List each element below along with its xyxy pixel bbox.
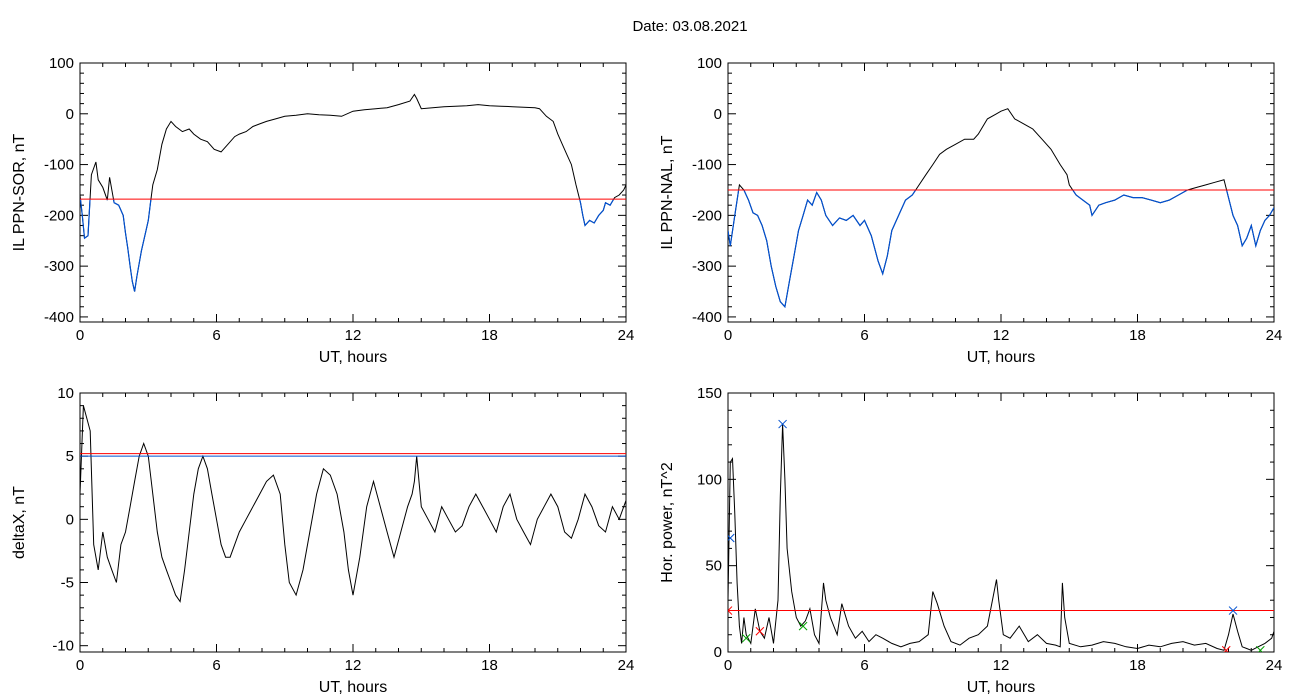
y-tick-label: 5	[66, 448, 74, 465]
x-marker	[728, 533, 735, 543]
plot-area	[728, 419, 1274, 652]
x-tick-label: 0	[76, 327, 84, 344]
x-marker	[778, 419, 787, 429]
plot-deltax: 0 6 12 18 24 10 5 0 -5 -10 UT, hours deltaX, nT	[11, 385, 634, 696]
series-line-below-threshold	[728, 189, 1274, 309]
y-axis-title: Hor. power, nT^2	[659, 462, 676, 583]
y-tick-label: 100	[697, 55, 722, 72]
y-tick-label: 10	[57, 385, 74, 402]
x-tick-label: 6	[860, 657, 868, 674]
x-tick-label: 6	[212, 657, 220, 674]
x-tick-label: 0	[76, 657, 84, 674]
plot-hor-power: 0 6 12 18 24 150 100 50 0 UT, hours Hor. power, nT…	[659, 385, 1282, 696]
plot-frame	[79, 62, 627, 323]
x-tick-label: 12	[345, 327, 362, 344]
y-tick-label: -300	[44, 258, 74, 275]
x-tick-label: 24	[1266, 327, 1283, 344]
x-marker	[728, 606, 733, 615]
y-tick-label: 100	[697, 471, 722, 488]
x-tick-label: 12	[993, 327, 1010, 344]
date-title: Date: 03.08.2021	[632, 18, 748, 35]
x-marker	[798, 621, 808, 631]
x-marker	[741, 633, 751, 643]
y-tick-label: 0	[66, 106, 74, 123]
y-tick-label: -300	[692, 258, 722, 275]
y-tick-label: 0	[714, 644, 722, 661]
x-tick-label: 18	[1129, 657, 1146, 674]
series-line-below-threshold	[80, 199, 615, 292]
x-axis-title: UT, hours	[319, 679, 387, 696]
y-axis-title: IL PPN-SOR, nT	[11, 133, 28, 251]
y-tick-label: 100	[49, 55, 74, 72]
x-tick-label: 12	[993, 657, 1010, 674]
x-tick-label: 12	[345, 657, 362, 674]
x-tick-label: 18	[1129, 327, 1146, 344]
x-tick-label: 24	[618, 657, 635, 674]
plot-il-ppn-sor: 0 6 12 18 24 100 0 -100 -200 -300 -400 UT, hours IL …	[11, 55, 634, 366]
y-axis-title: deltaX, nT	[11, 486, 28, 559]
y-tick-label: -100	[44, 157, 74, 174]
y-tick-label: -10	[52, 638, 74, 655]
x-marker	[1255, 645, 1265, 652]
y-tick-label: -400	[692, 309, 722, 326]
plot-area	[80, 93, 626, 292]
y-tick-label: -200	[692, 207, 722, 224]
y-tick-label: 150	[697, 385, 722, 402]
x-tick-label: 24	[618, 327, 635, 344]
y-tick-label: 0	[714, 106, 722, 123]
y-tick-label: 0	[66, 511, 74, 528]
plot-area	[728, 108, 1274, 309]
series-line	[80, 405, 626, 603]
x-axis-title: UT, hours	[319, 349, 387, 366]
x-tick-label: 0	[724, 327, 732, 344]
y-tick-label: -100	[692, 157, 722, 174]
x-marker	[1228, 606, 1238, 615]
x-marker	[755, 626, 765, 636]
x-tick-label: 24	[1266, 657, 1283, 674]
series-line	[728, 424, 1274, 651]
plot-frame	[79, 392, 627, 653]
series-line	[80, 93, 626, 292]
series-line	[728, 108, 1274, 308]
x-tick-label: 18	[481, 327, 498, 344]
x-tick-label: 18	[481, 657, 498, 674]
y-tick-label: -5	[61, 575, 74, 592]
x-tick-label: 6	[212, 327, 220, 344]
y-axis-title: IL PPN-NAL, nT	[659, 135, 676, 249]
x-axis-title: UT, hours	[967, 679, 1035, 696]
y-tick-label: -400	[44, 309, 74, 326]
x-tick-label: 6	[860, 327, 868, 344]
plot-frame	[727, 392, 1275, 653]
x-marker	[1221, 645, 1231, 652]
x-axis-title: UT, hours	[967, 349, 1035, 366]
x-tick-label: 0	[724, 657, 732, 674]
plot-il-ppn-nal: 0 6 12 18 24 100 0 -100 -200 -300 -400 UT, hours IL …	[659, 55, 1282, 366]
y-tick-label: 50	[705, 558, 722, 575]
plot-frame	[727, 62, 1275, 323]
plot-area	[80, 405, 626, 603]
y-tick-label: -200	[44, 207, 74, 224]
